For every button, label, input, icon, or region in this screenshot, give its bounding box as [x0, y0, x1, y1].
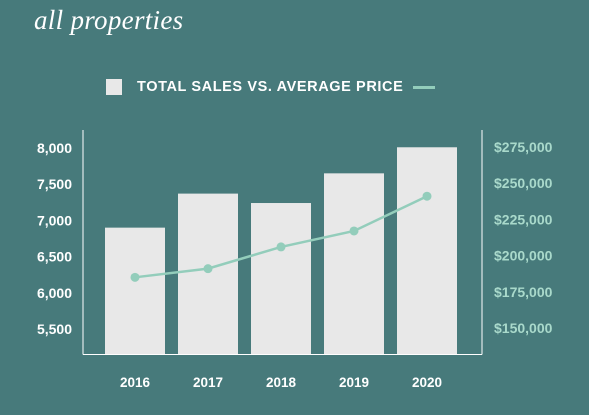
bar-2018: [251, 203, 311, 354]
x-tick-label: 2019: [339, 375, 369, 390]
x-tick-label: 2018: [266, 375, 297, 390]
right-tick-label: $150,000: [494, 320, 553, 336]
bar-2019: [324, 173, 384, 354]
bar-2020: [397, 147, 457, 354]
left-tick-label: 6,000: [37, 285, 72, 301]
bar-2016: [105, 227, 165, 354]
left-tick-label: 5,500: [37, 321, 72, 337]
x-tick-label: 2016: [120, 375, 151, 390]
right-tick-label: $175,000: [494, 284, 553, 300]
right-tick-label: $200,000: [494, 248, 553, 264]
price-point-2019: [349, 226, 359, 236]
legend-bar-swatch: [106, 79, 122, 95]
price-point-2017: [203, 264, 213, 274]
legend-line-swatch: [413, 85, 436, 89]
bar-2017: [178, 193, 238, 354]
price-point-2016: [130, 272, 140, 282]
left-tick-label: 7,500: [37, 176, 72, 192]
left-tick-label: 6,500: [37, 249, 72, 265]
page-title: all properties: [34, 5, 184, 35]
x-tick-label: 2020: [412, 375, 442, 390]
right-tick-label: $250,000: [494, 175, 553, 191]
legend-label: TOTAL SALES VS. AVERAGE PRICE: [137, 79, 404, 95]
chart-legend: TOTAL SALES VS. AVERAGE PRICE: [106, 78, 436, 96]
price-point-2018: [276, 242, 286, 252]
left-tick-label: 7,000: [37, 212, 72, 228]
left-tick-label: 8,000: [37, 140, 72, 156]
right-tick-label: $225,000: [494, 211, 553, 227]
price-point-2020: [422, 191, 432, 201]
x-tick-label: 2017: [193, 375, 223, 390]
right-tick-label: $275,000: [494, 139, 553, 155]
